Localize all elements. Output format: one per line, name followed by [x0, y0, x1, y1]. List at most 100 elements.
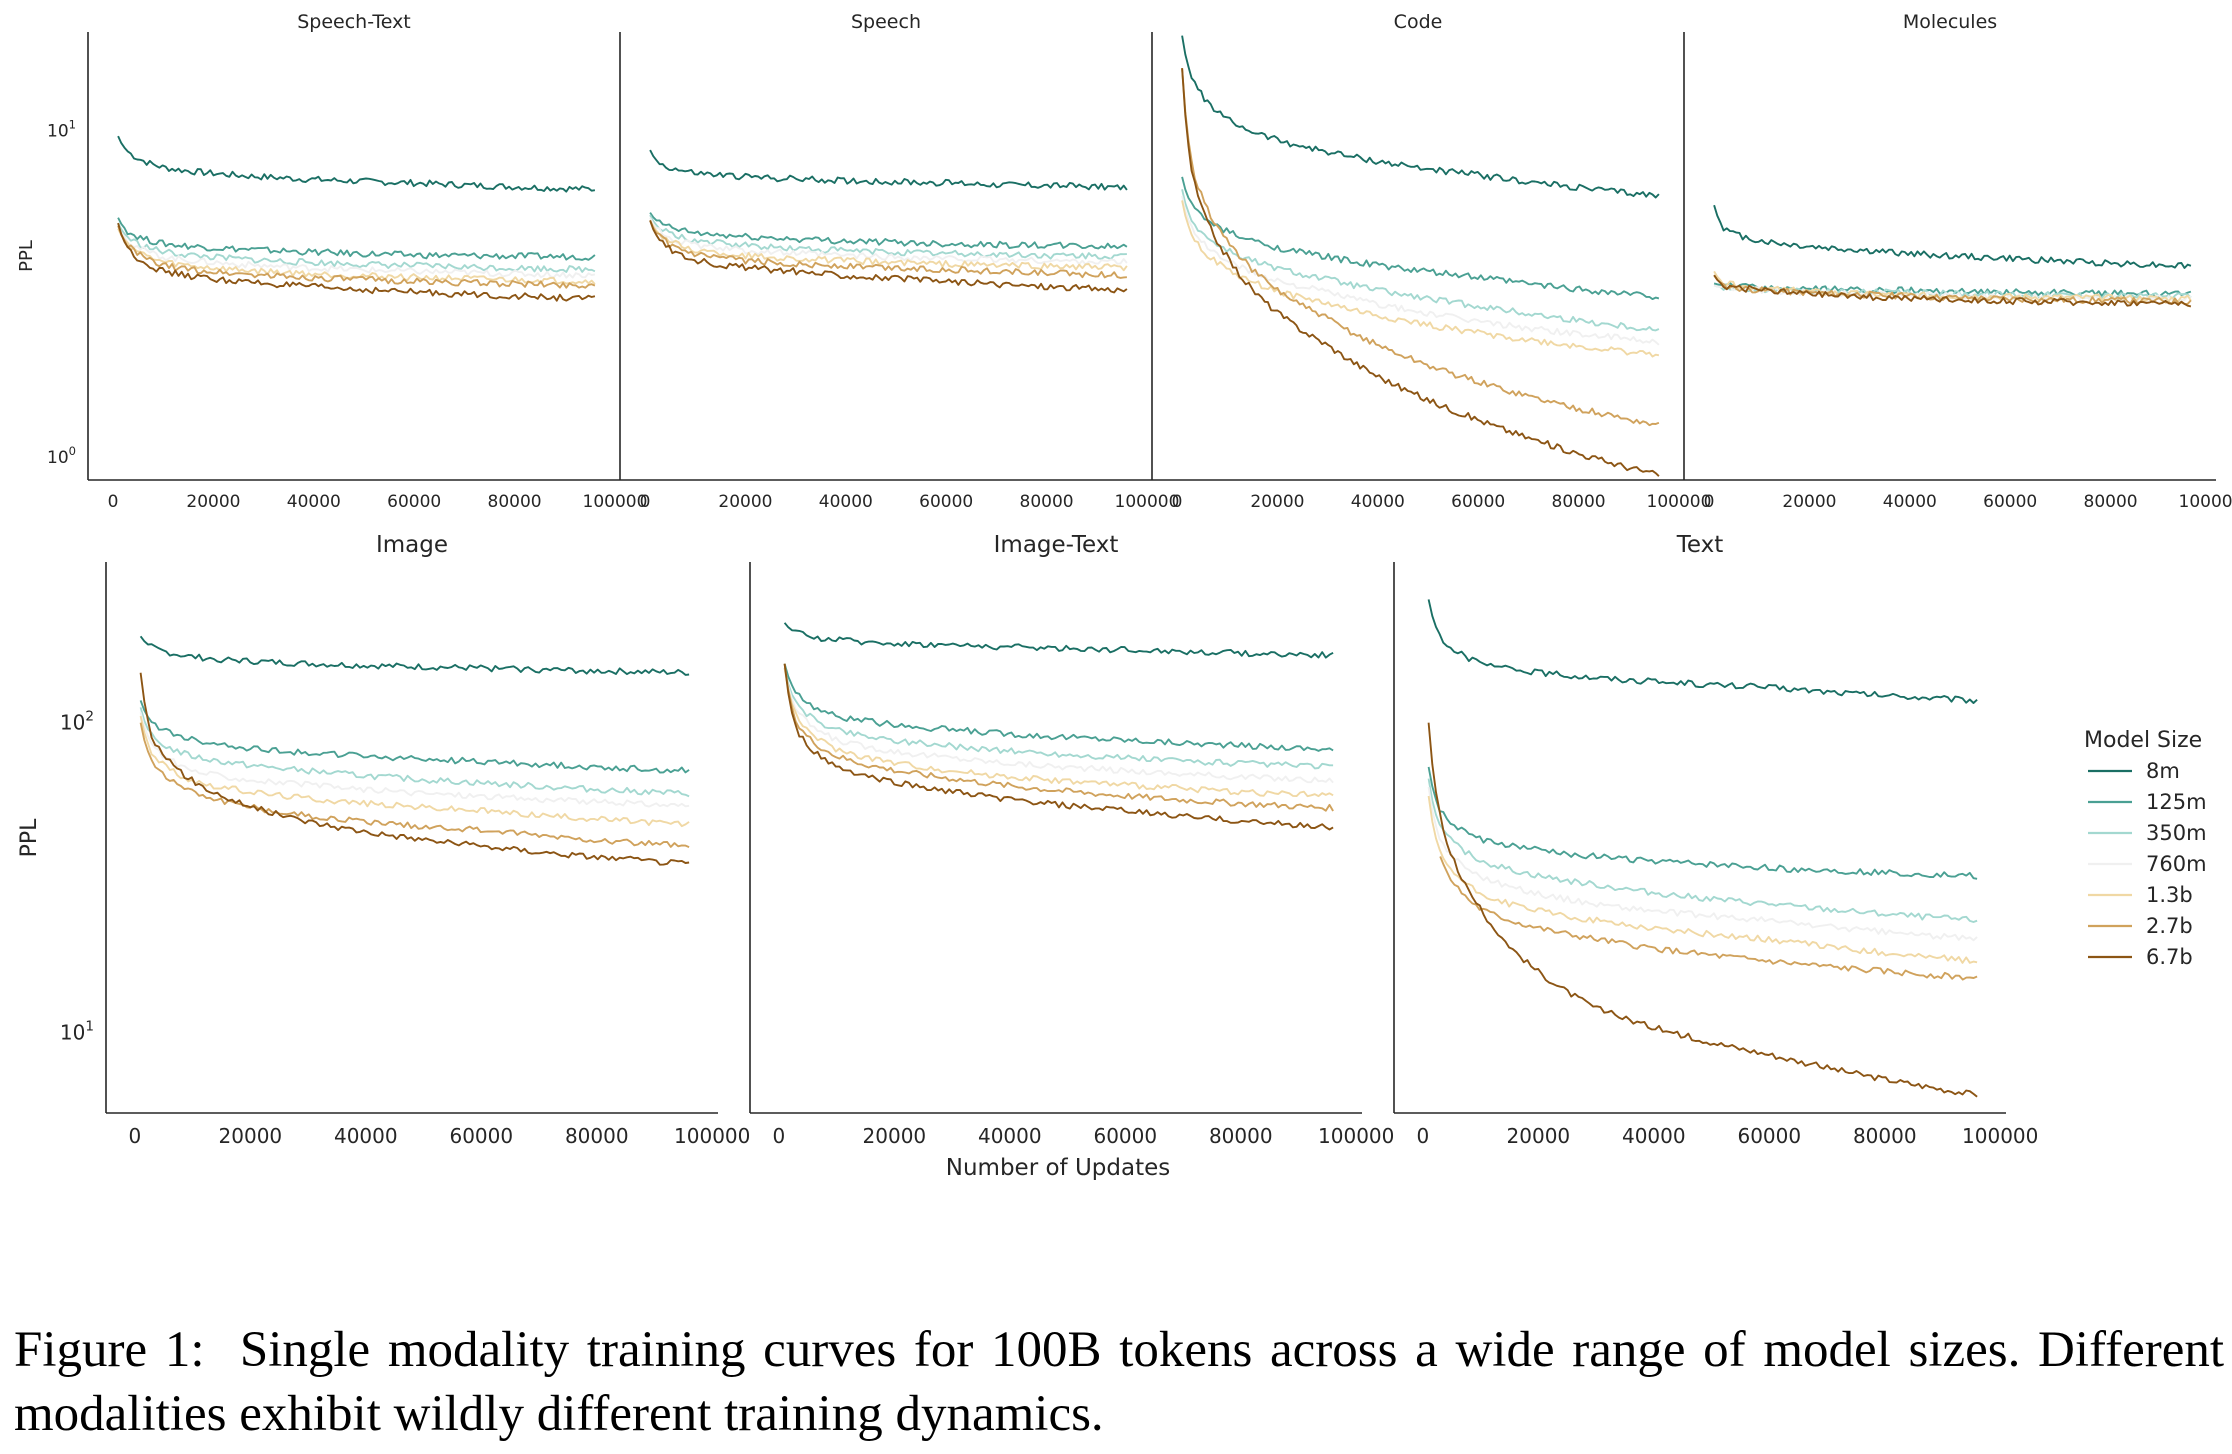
x-tick-label-text: 60000 — [1737, 1124, 1801, 1148]
series-line-code-1-3b — [1181, 200, 1660, 358]
series-line-text-6-7b — [1427, 722, 1978, 1098]
x-tick-label-image-text: 60000 — [1093, 1124, 1157, 1148]
y-tick-label-speech-text: 100 — [47, 444, 76, 468]
x-tick-label-text: 40000 — [1622, 1124, 1686, 1148]
panel-molecules: Molecules 0 20000 40000 60000 80000 100000 — [1683, 11, 2232, 512]
x-tick-label-molecules: 60000 — [1983, 492, 2037, 512]
legend-label-125m: 125m — [2146, 790, 2207, 814]
series-line-speech-6-7b — [649, 220, 1128, 294]
series-line-image-1-3b — [139, 715, 690, 828]
series-line-text-760m — [1427, 786, 1978, 942]
y-tick-exponent: 0 — [69, 444, 76, 458]
series-line-speech-text-6-7b — [117, 222, 596, 302]
panel-title-text: Text — [1676, 532, 1724, 558]
series-line-speech-350m — [649, 214, 1127, 260]
x-tick-label-code: 80000 — [1552, 492, 1606, 512]
x-tick-label-text: 0 — [1417, 1124, 1430, 1148]
series-line-speech-125m — [649, 212, 1128, 250]
x-tick-label-speech-text: 20000 — [186, 492, 240, 512]
series-line-speech-text-2-7b — [117, 225, 596, 289]
legend-title: Model Size — [2084, 728, 2202, 753]
x-tick-label-image-text: 100000 — [1318, 1124, 1394, 1148]
x-tick-label-speech: 60000 — [919, 492, 973, 512]
x-tick-label-molecules: 40000 — [1883, 492, 1937, 512]
series-line-code-125m — [1181, 176, 1660, 301]
x-tick-label-image: 0 — [129, 1124, 142, 1148]
y-tick-base: 10 — [47, 121, 69, 141]
x-tick-label-molecules: 100000 — [2179, 492, 2232, 512]
series-line-speech-1-3b — [649, 219, 1128, 272]
panel-title-image-text: Image-Text — [994, 532, 1119, 558]
panel-text: Text 0 20000 40000 60000 80000 100000 — [1393, 532, 2038, 1148]
panel-speech: Speech 0 20000 40000 60000 80000 100000 — [619, 11, 1180, 512]
x-tick-label-code: 100000 — [1647, 492, 1712, 512]
panel-code: Code 0 20000 40000 60000 80000 100000 — [1151, 11, 1712, 512]
legend-label-350m: 350m — [2146, 821, 2207, 845]
x-tick-label-image: 60000 — [449, 1124, 513, 1148]
series-line-text-8m — [1427, 599, 1978, 704]
series-line-text-1-3b — [1427, 795, 1978, 964]
series-line-image-text-1-3b — [783, 667, 1334, 798]
series-line-image-350m — [139, 707, 690, 798]
series-line-image-text-125m — [783, 663, 1334, 752]
panel-title-code: Code — [1394, 11, 1443, 33]
series-line-speech-text-8m — [117, 135, 596, 193]
caption-text: Single modality training curves for 100B… — [14, 1322, 2224, 1442]
panel-title-speech-text: Speech-Text — [297, 11, 411, 33]
series-line-molecules-8m — [1713, 204, 2192, 269]
x-tick-label-speech: 100000 — [1115, 492, 1180, 512]
y-axis-label-speech-text: PPL — [16, 240, 37, 272]
x-tick-label-speech: 40000 — [819, 492, 873, 512]
y-tick-label-image: 102 — [60, 709, 94, 735]
y-axis-label-image: PPL — [17, 818, 42, 858]
series-line-image-8m — [139, 635, 690, 676]
x-tick-label-code: 40000 — [1351, 492, 1405, 512]
y-tick-label-image: 101 — [60, 1019, 94, 1045]
series-line-molecules-6-7b — [1713, 274, 2192, 308]
x-tick-label-speech: 80000 — [1020, 492, 1074, 512]
series-line-image-text-760m — [783, 667, 1334, 784]
panel-title-image: Image — [376, 532, 448, 558]
series-line-image-2-7b — [139, 722, 690, 848]
series-line-text-125m — [1427, 766, 1978, 880]
x-tick-label-speech: 20000 — [718, 492, 772, 512]
x-tick-label-image-text: 40000 — [978, 1124, 1042, 1148]
x-tick-label-text: 80000 — [1853, 1124, 1917, 1148]
series-line-image-text-350m — [783, 667, 1334, 770]
x-tick-label-speech-text: 60000 — [387, 492, 441, 512]
x-tick-label-code: 60000 — [1451, 492, 1505, 512]
legend-label-2-7b: 2.7b — [2146, 914, 2193, 938]
x-tick-label-image-text: 80000 — [1209, 1124, 1273, 1148]
panel-title-speech: Speech — [851, 11, 921, 33]
panel-image-text: Image-Text 0 20000 40000 60000 80000 100000 — [749, 532, 1394, 1148]
y-tick-exponent: 2 — [85, 709, 94, 725]
x-tick-label-molecules: 20000 — [1782, 492, 1836, 512]
series-line-text-350m — [1427, 778, 1978, 923]
legend-label-6-7b: 6.7b — [2146, 945, 2193, 969]
series-line-code-6-7b — [1181, 68, 1660, 477]
legend-label-8m: 8m — [2146, 759, 2180, 783]
x-tick-label-molecules: 0 — [1704, 492, 1715, 512]
legend-label-1-3b: 1.3b — [2146, 883, 2193, 907]
series-line-code-2-7b — [1181, 68, 1660, 427]
series-line-code-8m — [1181, 35, 1660, 199]
series-line-image-125m — [139, 700, 690, 774]
x-tick-label-speech-text: 40000 — [287, 492, 341, 512]
series-line-speech-text-760m — [117, 225, 596, 279]
series-line-speech-8m — [649, 149, 1128, 191]
x-tick-label-molecules: 80000 — [2084, 492, 2138, 512]
y-tick-base: 10 — [47, 448, 69, 468]
series-line-molecules-1-3b — [1713, 270, 2192, 303]
y-tick-label-speech-text: 101 — [47, 118, 76, 142]
series-line-text-2-7b — [1439, 856, 1978, 981]
series-line-speech-760m — [649, 217, 1128, 266]
x-tick-label-image-text: 20000 — [863, 1124, 927, 1148]
y-tick-base: 10 — [60, 711, 85, 735]
caption-label: Figure 1: — [14, 1322, 205, 1378]
series-line-image-text-6-7b — [783, 663, 1334, 831]
y-tick-exponent: 1 — [69, 118, 76, 132]
x-tick-label-image: 40000 — [334, 1124, 398, 1148]
